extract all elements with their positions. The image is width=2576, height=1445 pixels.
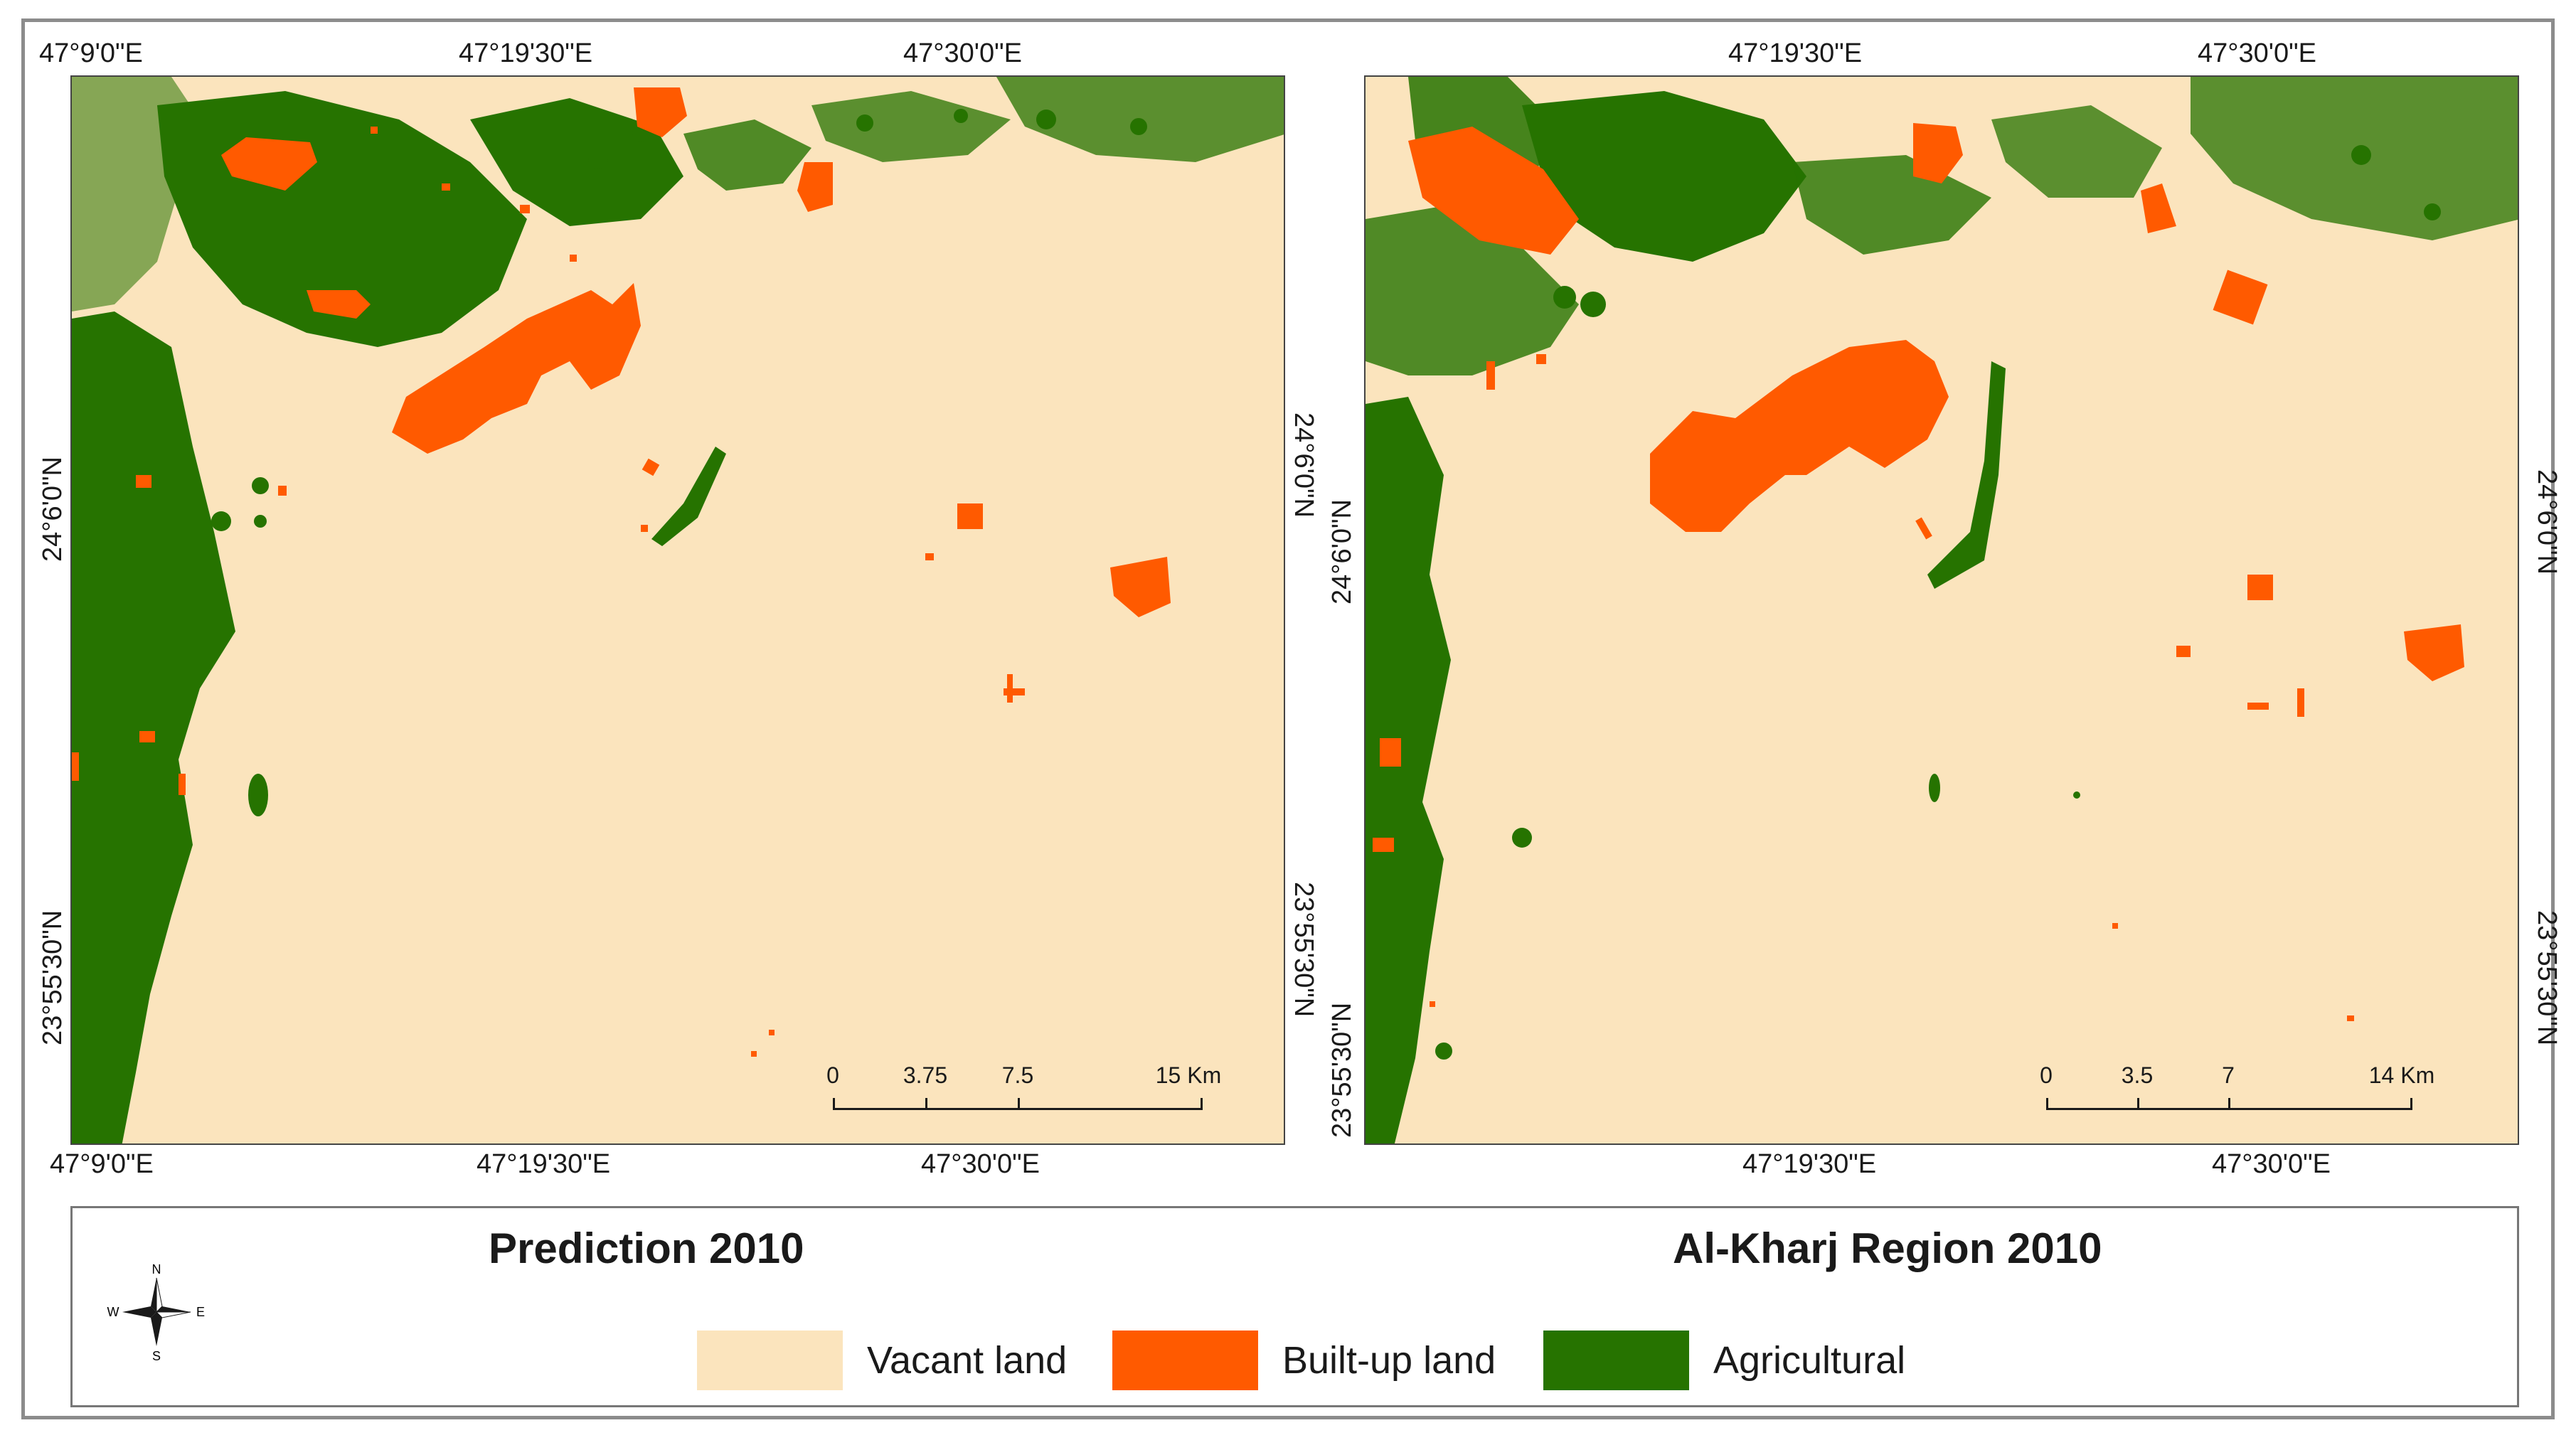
lat-tick-right: 24°6'0"N <box>2532 469 2562 575</box>
lon-tick-bottom: 47°19'30"E <box>477 1149 611 1179</box>
lat-tick-right: 23°55'30"N <box>1289 882 1319 1018</box>
scale-label: 7 <box>2222 1062 2235 1088</box>
figure-frame <box>21 18 2555 1419</box>
lon-tick-bottom: 47°30'0"E <box>921 1149 1040 1179</box>
scale-label: 0 <box>2040 1062 2053 1088</box>
east-label: E <box>196 1305 205 1319</box>
lat-tick-left: 23°55'30"N <box>38 910 68 1045</box>
lat-tick-left: 24°6'0"N <box>1327 499 1357 604</box>
map-title-right: Al-Kharj Region 2010 <box>1673 1225 2102 1272</box>
map-panel-al-kharj-2010: 0 3.5 7 14 Km <box>1364 75 2519 1145</box>
lon-tick-bottom: 47°19'30"E <box>1742 1149 1877 1179</box>
lon-tick-top: 47°30'0"E <box>903 38 1022 68</box>
lat-tick-right: 23°55'30"N <box>2532 910 2562 1046</box>
north-label: N <box>152 1262 161 1276</box>
scale-label: 3.5 <box>2121 1062 2154 1088</box>
agricultural-areas <box>72 77 1284 1143</box>
lat-tick-left: 23°55'30"N <box>1327 1002 1357 1138</box>
legend-box: Prediction 2010 Al-Kharj Region 2010 Vac… <box>70 1206 2519 1407</box>
map-title-left: Prediction 2010 <box>489 1225 804 1272</box>
scale-label: 15 Km <box>1155 1062 1222 1088</box>
lon-tick-top: 47°30'0"E <box>2198 38 2316 68</box>
scale-label: 0 <box>826 1062 839 1088</box>
lon-tick-top: 47°19'30"E <box>1728 38 1863 68</box>
legend-swatch-vacant <box>697 1331 843 1390</box>
map-panel-prediction-2010: 0 3.75 7.5 15 Km <box>70 75 1285 1145</box>
legend-item-builtup: Built-up land <box>1112 1331 1496 1390</box>
scale-label: 3.75 <box>903 1062 948 1088</box>
lon-tick-top: 47°19'30"E <box>459 38 593 68</box>
lon-tick-top: 47°9'0"E <box>39 38 143 68</box>
legend-item-vacant: Vacant land <box>697 1331 1067 1390</box>
land-use-map-prediction <box>72 77 1284 1143</box>
north-arrow-icon: N S E W <box>107 1262 206 1363</box>
scale-label: 14 Km <box>2368 1062 2435 1088</box>
built-up-areas <box>1373 123 2464 1021</box>
legend-swatch-agricultural <box>1543 1331 1689 1390</box>
agricultural-areas <box>1366 77 2518 1143</box>
scale-label: 7.5 <box>1001 1062 1034 1088</box>
west-label: W <box>107 1305 119 1319</box>
lon-tick-bottom: 47°9'0"E <box>50 1149 154 1179</box>
lat-tick-right: 24°6'0"N <box>1289 412 1319 518</box>
south-label: S <box>152 1349 161 1362</box>
legend-label-vacant: Vacant land <box>867 1339 1068 1382</box>
legend-label-builtup: Built-up land <box>1282 1339 1496 1382</box>
legend-item-agricultural: Agricultural <box>1543 1331 1905 1390</box>
lon-tick-bottom: 47°30'0"E <box>2212 1149 2331 1179</box>
land-use-map-al-kharj <box>1366 77 2518 1143</box>
legend-swatch-builtup <box>1112 1331 1258 1390</box>
legend-label-agricultural: Agricultural <box>1713 1339 1906 1382</box>
built-up-areas <box>72 87 1171 1057</box>
lat-tick-left: 24°6'0"N <box>38 457 68 562</box>
